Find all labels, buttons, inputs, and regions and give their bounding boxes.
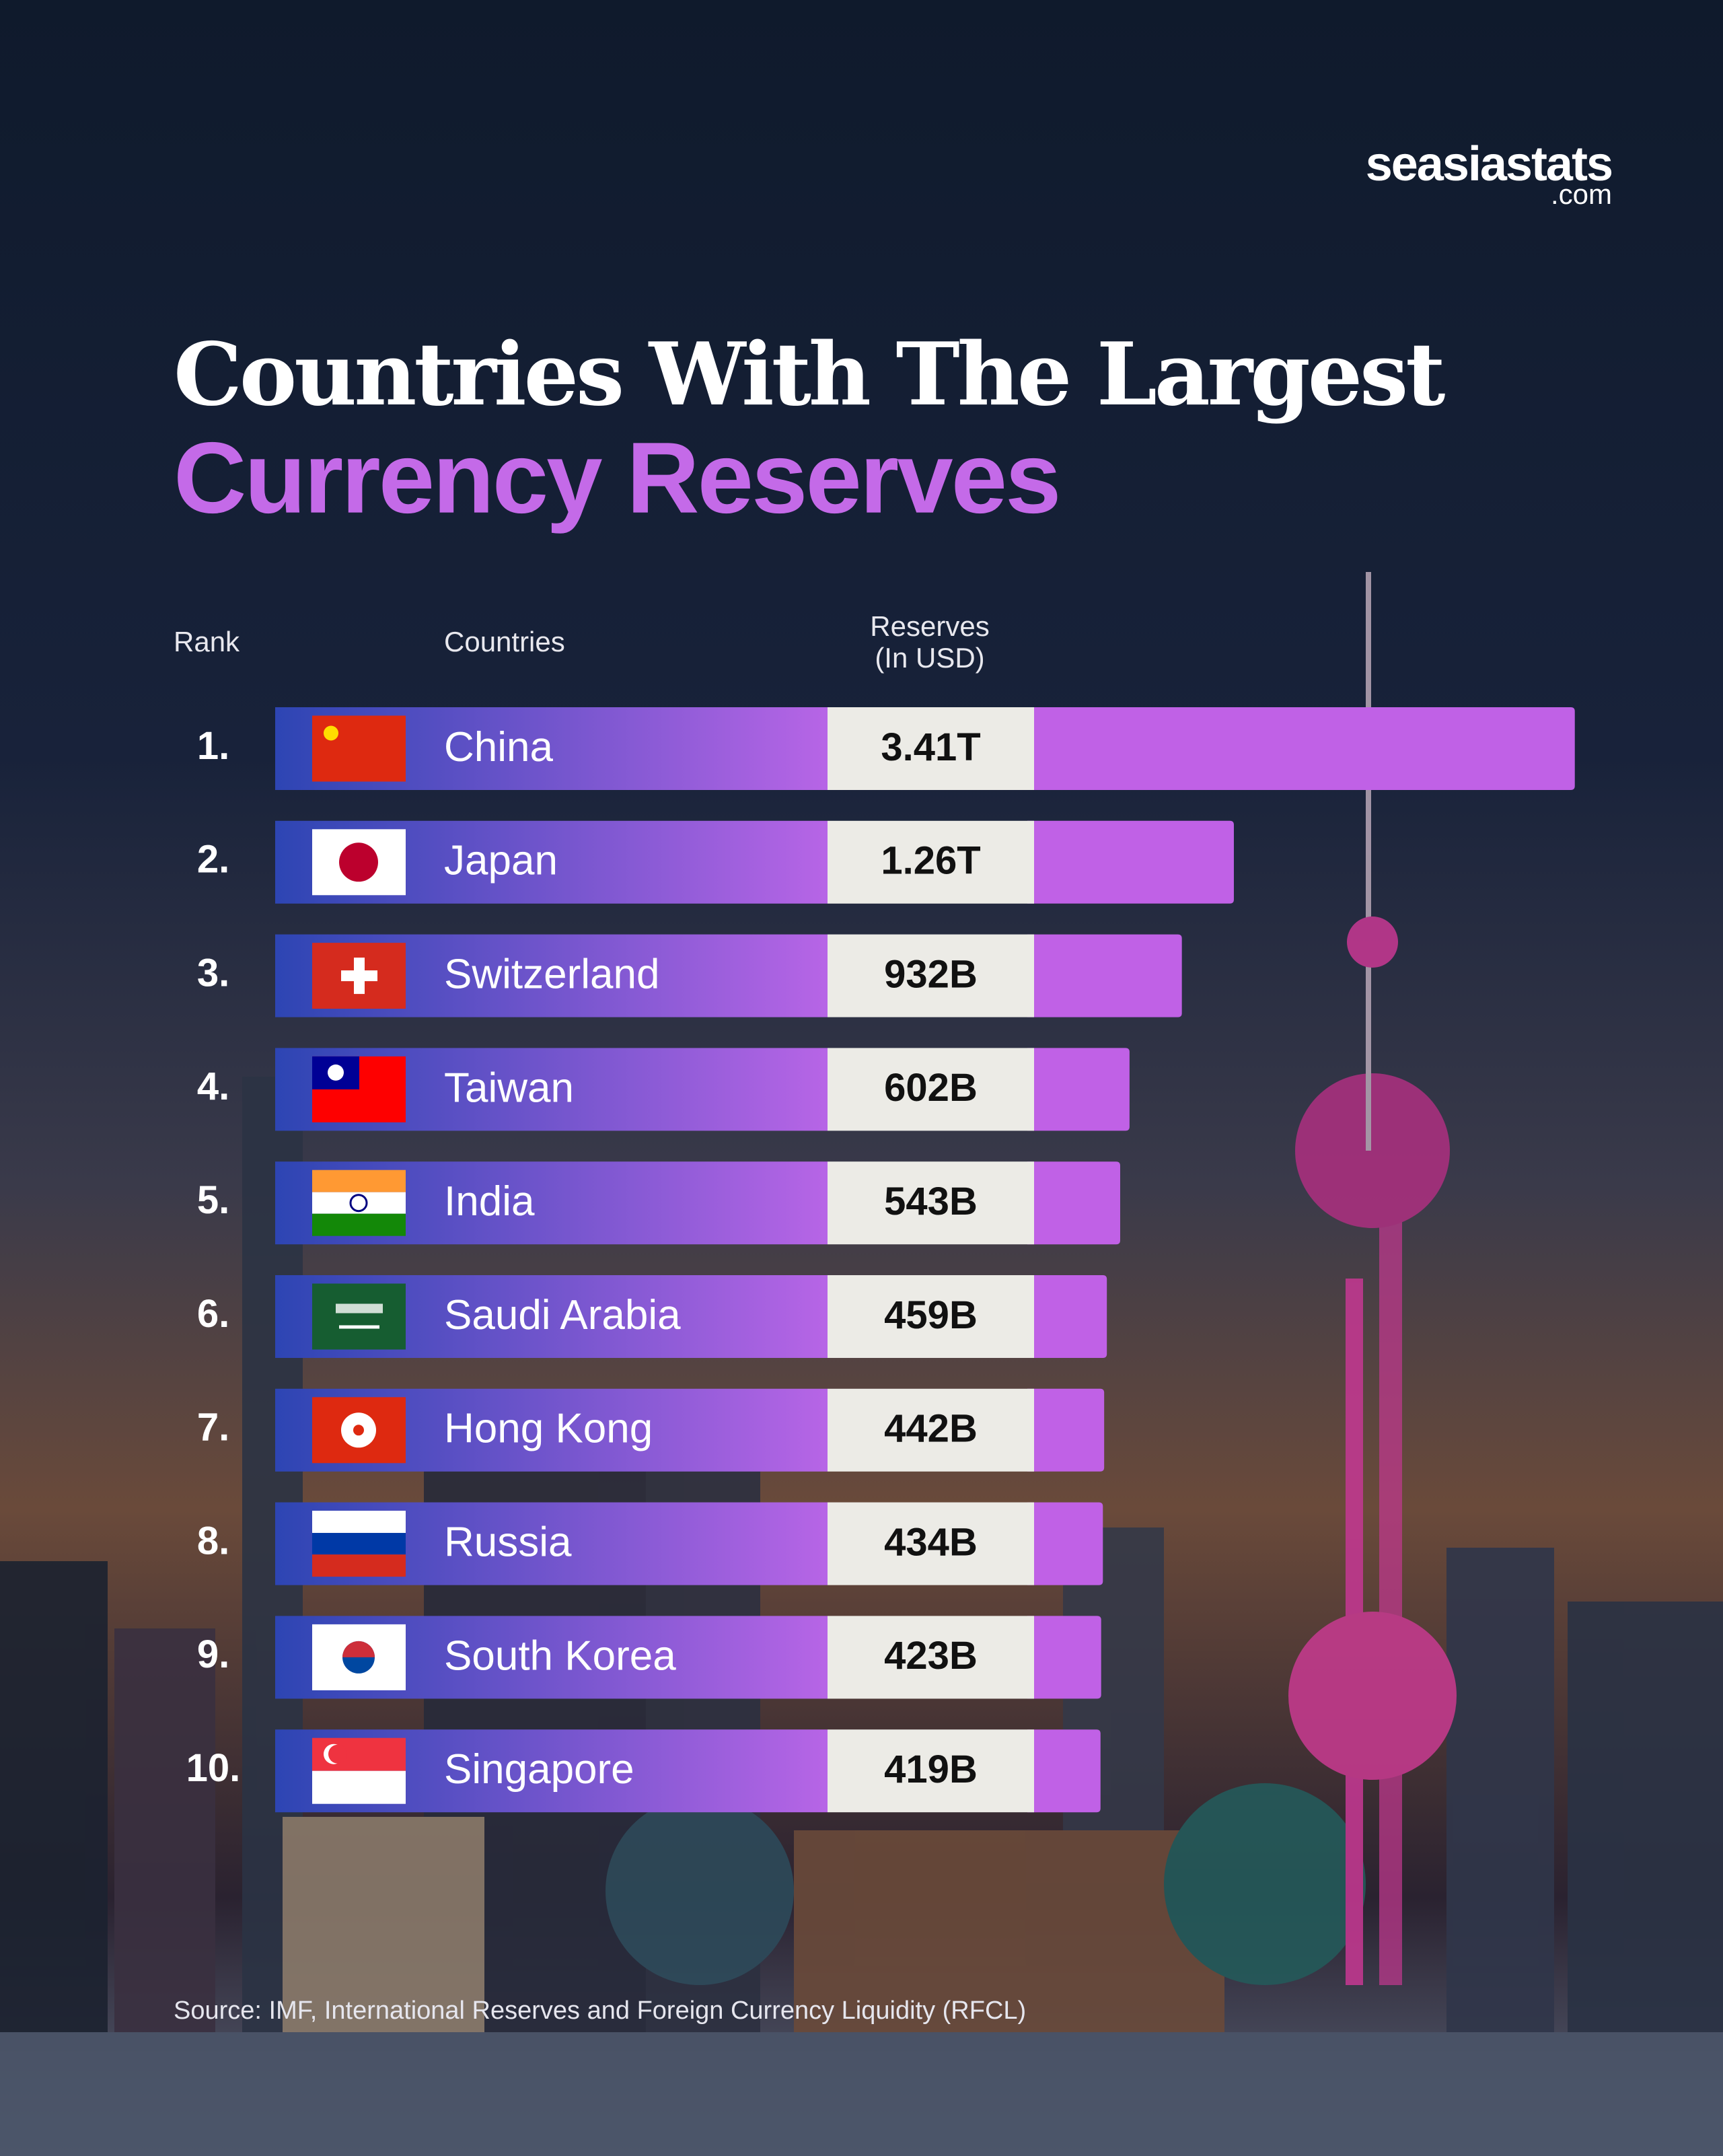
row: 1. China 3.41T xyxy=(197,707,1575,790)
flag xyxy=(312,1170,406,1192)
rank: 10. xyxy=(186,1746,241,1790)
brand: seasiastats xyxy=(1366,137,1612,191)
row: 7. Hong Kong 442B xyxy=(197,1388,1105,1472)
value-box xyxy=(828,1729,1034,1813)
bar xyxy=(1027,1502,1103,1585)
country-name: South Korea xyxy=(444,1632,676,1679)
chart-subtitle: Currency Reserves xyxy=(174,421,1060,534)
flag-star xyxy=(324,725,338,741)
value-box xyxy=(828,1388,1034,1472)
value-box xyxy=(828,1161,1034,1245)
flag xyxy=(312,1511,406,1534)
bar xyxy=(1027,1388,1105,1472)
value-label: 602B xyxy=(884,1066,978,1110)
rank: 9. xyxy=(197,1632,229,1676)
value-box xyxy=(828,820,1034,904)
flag-sword xyxy=(339,1325,379,1329)
value-label: 419B xyxy=(884,1748,978,1791)
country-name: Russia xyxy=(444,1519,572,1565)
row: 9. South Korea 423B xyxy=(197,1616,1101,1699)
value-label: 1.26T xyxy=(881,839,980,883)
country-name: Hong Kong xyxy=(444,1406,653,1452)
value-label: 459B xyxy=(884,1293,978,1337)
flag xyxy=(312,715,406,782)
flag xyxy=(312,1283,406,1350)
value-label: 932B xyxy=(884,952,978,996)
rank: 6. xyxy=(197,1292,229,1336)
rank: 1. xyxy=(197,724,229,768)
country-name: India xyxy=(444,1178,535,1225)
flag-script xyxy=(336,1303,383,1314)
rank: 2. xyxy=(197,838,229,882)
rank: 8. xyxy=(197,1519,229,1562)
flag-wheel xyxy=(349,1194,368,1213)
country-name: Switzerland xyxy=(444,951,659,997)
row: 10. Singapore 419B xyxy=(186,1729,1101,1813)
value-box xyxy=(828,707,1034,790)
rank: 4. xyxy=(197,1065,229,1108)
source: Source: IMF, International Reserves and … xyxy=(174,1997,1026,2025)
value-label: 442B xyxy=(884,1407,978,1451)
flag-moon xyxy=(328,1744,347,1764)
rank: 5. xyxy=(197,1178,229,1222)
country-name: Singapore xyxy=(444,1746,634,1793)
row: 6. Saudi Arabia 459B xyxy=(197,1275,1107,1358)
flag-flower xyxy=(353,1425,364,1436)
value-label: 423B xyxy=(884,1634,978,1678)
value-box xyxy=(828,1048,1034,1131)
value-label: 543B xyxy=(884,1180,978,1223)
row: 2. Japan 1.26T xyxy=(197,820,1234,904)
bar xyxy=(1027,820,1234,904)
bar xyxy=(1027,1729,1101,1813)
value-header: Reserves xyxy=(870,610,989,642)
bar xyxy=(1027,1048,1130,1131)
row: 4. Taiwan 602B xyxy=(197,1048,1130,1131)
value-box xyxy=(828,934,1034,1017)
category-header: Countries xyxy=(444,626,565,657)
country-name: China xyxy=(444,724,554,770)
flag-cross xyxy=(341,970,377,982)
value-box xyxy=(828,1502,1034,1585)
bar xyxy=(1027,707,1575,790)
bar xyxy=(1027,934,1182,1017)
rank: 3. xyxy=(197,951,229,995)
row: 8. Russia 434B xyxy=(197,1502,1103,1585)
country-name: Taiwan xyxy=(444,1065,574,1111)
rows: 1. China 3.41T 2. Japan 1.26T 3. Switzerland 932… xyxy=(186,707,1575,1813)
flag-sun xyxy=(328,1064,344,1081)
chart-title: Countries With The Largest xyxy=(174,324,1445,425)
flag xyxy=(312,1770,406,1804)
value-box xyxy=(828,1275,1034,1358)
value-label: 434B xyxy=(884,1520,978,1564)
flag xyxy=(312,1213,406,1236)
bar xyxy=(1027,1161,1120,1245)
country-name: Saudi Arabia xyxy=(444,1292,681,1338)
flag xyxy=(312,1554,406,1577)
value-label: 3.41T xyxy=(881,725,980,769)
brand-suffix: .com xyxy=(1551,178,1612,210)
rank-header: Rank xyxy=(174,626,240,657)
row: 5. India 543B xyxy=(197,1161,1120,1245)
rank: 7. xyxy=(197,1406,229,1449)
bar xyxy=(1027,1275,1107,1358)
value-box xyxy=(828,1616,1034,1699)
country-name: Japan xyxy=(444,838,558,884)
flag xyxy=(312,1533,406,1555)
bar xyxy=(1027,1616,1101,1699)
value-header: (In USD) xyxy=(875,642,984,674)
row: 3. Switzerland 932B xyxy=(197,934,1182,1017)
flag-disc xyxy=(339,842,378,882)
flag-disc xyxy=(342,1641,375,1657)
